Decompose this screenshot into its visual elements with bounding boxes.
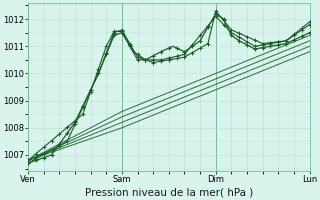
X-axis label: Pression niveau de la mer( hPa ): Pression niveau de la mer( hPa ) — [85, 187, 253, 197]
